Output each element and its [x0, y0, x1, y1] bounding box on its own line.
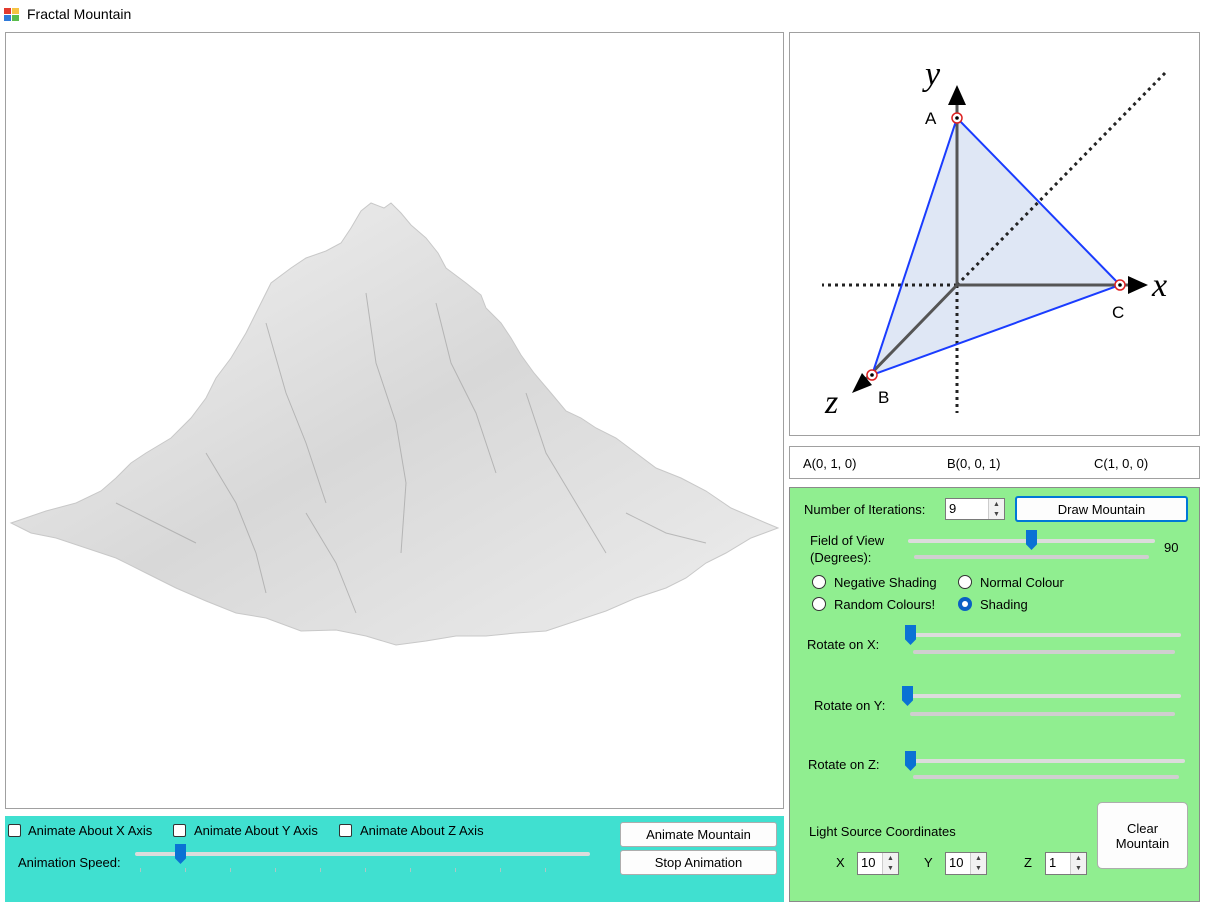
coord-a: A(0, 1, 0): [803, 456, 857, 471]
controls-panel: Number of Iterations: 9 ▲ ▼ Draw Mountain…: [789, 487, 1200, 902]
point-c-label: C: [1112, 303, 1124, 322]
fov-tickline: [914, 555, 1149, 559]
rotate-y-slider[interactable]: [902, 686, 913, 706]
axis-diagram: y x z A C B: [822, 56, 1167, 421]
light-x-down-arrow[interactable]: ▼: [883, 863, 898, 874]
light-x-label: X: [836, 855, 845, 870]
animation-speed-track: [135, 852, 590, 856]
stop-animation-button[interactable]: Stop Animation: [620, 850, 777, 875]
iterations-label: Number of Iterations:: [804, 502, 926, 517]
light-y-spinner[interactable]: 10 ▲ ▼: [945, 852, 987, 875]
shading-label: Shading: [980, 597, 1028, 612]
light-y-value: 10: [949, 855, 964, 870]
random-colours-label: Random Colours!: [834, 597, 936, 612]
normal-colour-label: Normal Colour: [980, 575, 1064, 590]
animate-x-label: Animate About X Axis: [28, 823, 153, 838]
rotate-z-track: [905, 759, 1185, 763]
animation-panel: Animate About X Axis Animate About Y Axi…: [5, 816, 784, 902]
light-x-spinner[interactable]: 10 ▲ ▼: [857, 852, 899, 875]
iterations-value: 9: [949, 501, 957, 516]
rotate-x-tickline: [913, 650, 1175, 654]
animate-y-checkbox[interactable]: [173, 824, 186, 837]
animation-speed-label: Animation Speed:: [18, 855, 121, 870]
clear-mountain-label-2: Mountain: [1115, 835, 1170, 851]
point-b-label: B: [878, 388, 889, 407]
app-icon: [4, 8, 19, 21]
rotate-x-slider[interactable]: [905, 625, 916, 645]
axis-z-label: z: [824, 384, 838, 421]
iterations-spinner[interactable]: 9 ▲ ▼: [945, 498, 1005, 520]
mountain-render: [9, 202, 780, 646]
fov-slider[interactable]: [1026, 530, 1037, 550]
light-y-label: Y: [924, 855, 933, 870]
shading-radio[interactable]: [958, 597, 972, 611]
mountain-canvas[interactable]: [5, 32, 784, 809]
fov-value: 90: [1164, 540, 1179, 555]
axis-x-label: x: [1151, 267, 1167, 304]
negative-shading-radio[interactable]: [812, 575, 826, 589]
coord-b: B(0, 0, 1): [947, 456, 1001, 471]
coordinates-strip: A(0, 1, 0) B(0, 0, 1) C(1, 0, 0): [789, 446, 1200, 479]
rotate-y-label: Rotate on Y:: [814, 698, 886, 713]
title-bar: Fractal Mountain: [0, 0, 1209, 30]
light-z-down-arrow[interactable]: ▼: [1071, 863, 1086, 874]
animate-z-checkbox[interactable]: [339, 824, 352, 837]
rotate-z-tickline: [913, 775, 1179, 779]
window-title: Fractal Mountain: [27, 6, 132, 22]
light-x-value: 10: [861, 855, 876, 870]
rotate-x-track: [905, 633, 1181, 637]
fov-label-line1: Field of View: [810, 533, 885, 548]
iterations-down-arrow[interactable]: ▼: [989, 509, 1004, 519]
point-a-label: A: [925, 109, 937, 128]
normal-colour-radio[interactable]: [958, 575, 972, 589]
draw-mountain-button[interactable]: Draw Mountain: [1015, 496, 1188, 522]
axis-diagram-panel: y x z A C B: [789, 32, 1200, 436]
animation-speed-ticks: [140, 868, 590, 872]
clear-mountain-label-1: Clear: [1126, 820, 1159, 836]
animate-z-label: Animate About Z Axis: [360, 823, 484, 838]
light-source-label: Light Source Coordinates: [809, 824, 956, 839]
animate-x-checkbox[interactable]: [8, 824, 21, 837]
rotate-y-tickline: [910, 712, 1175, 716]
clear-mountain-button[interactable]: Clear Mountain: [1097, 802, 1188, 869]
fov-label-line2: (Degrees):: [810, 550, 872, 565]
rotate-y-track: [902, 694, 1181, 698]
random-colours-radio[interactable]: [812, 597, 826, 611]
rotate-x-label: Rotate on X:: [807, 637, 880, 652]
axis-y-label: y: [922, 56, 941, 93]
rotate-z-slider[interactable]: [905, 751, 916, 771]
animation-speed-slider[interactable]: [175, 844, 186, 864]
light-z-spinner[interactable]: 1 ▲ ▼: [1045, 852, 1087, 875]
light-z-label: Z: [1024, 855, 1032, 870]
negative-shading-label: Negative Shading: [834, 575, 937, 590]
rotate-z-label: Rotate on Z:: [808, 757, 880, 772]
coord-c: C(1, 0, 0): [1094, 456, 1149, 471]
light-y-down-arrow[interactable]: ▼: [971, 863, 986, 874]
animate-mountain-button[interactable]: Animate Mountain: [620, 822, 777, 847]
light-z-value: 1: [1049, 855, 1057, 870]
animate-y-label: Animate About Y Axis: [194, 823, 318, 838]
